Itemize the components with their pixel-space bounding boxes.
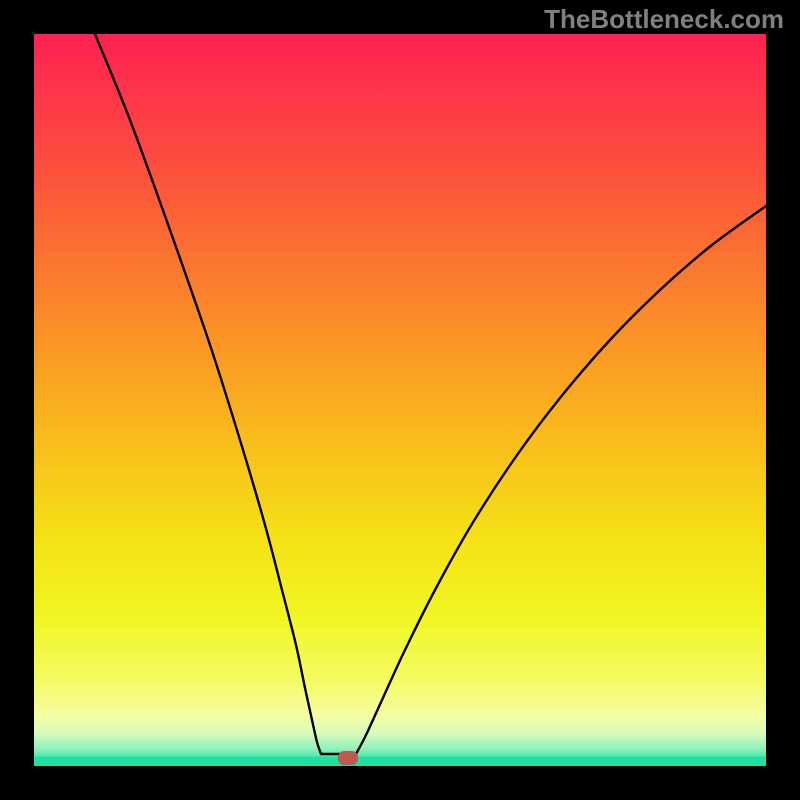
gradient-background [34, 34, 766, 766]
bottleneck-chart [0, 0, 800, 800]
optimal-point-marker [338, 751, 358, 765]
green-band [34, 756, 766, 766]
